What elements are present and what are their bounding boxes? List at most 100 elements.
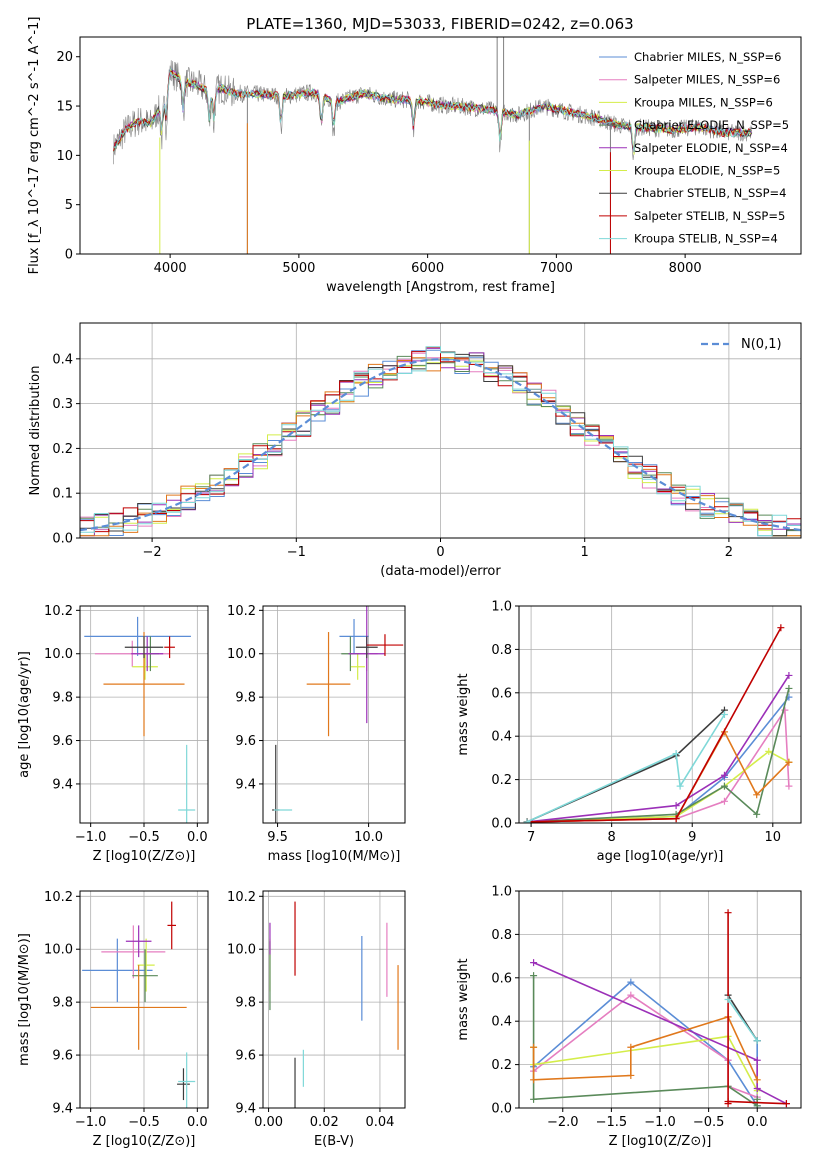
y-tick-label: 0.0 <box>491 1102 512 1117</box>
x-tick-label: 4000 <box>154 261 187 276</box>
y-tick-label: 10.0 <box>44 943 73 958</box>
x-tick-label: 10 <box>765 830 782 845</box>
legend-label: Kroupa ELODIE, N_SSP=5 <box>634 164 780 178</box>
normal-curve <box>80 358 801 532</box>
mass-weight-marker <box>720 711 728 718</box>
y-tick-label: 10 <box>56 149 73 164</box>
legend-label: Chabrier STELIB, N_SSP=4 <box>634 186 786 200</box>
mass-weight-marker <box>672 815 680 823</box>
legend-label: Kroupa STELIB, N_SSP=4 <box>634 232 778 246</box>
x-axis-label: (data-model)/error <box>380 564 501 579</box>
mass-vs-extinction-panel: 0.00 0.02 0.04 9.4 9.6 9.8 10.0 10.2 E(B-V) <box>227 890 406 1149</box>
mass-weight-marker <box>753 1037 761 1045</box>
axes-border <box>262 890 406 1109</box>
x-tick-label: −0.5 <box>693 1115 725 1130</box>
y-axis-label: Flux [f_λ 10^-17 erg cm^-2 s^-1 A^-1] <box>27 17 42 275</box>
y-tick-label: 20 <box>56 50 73 65</box>
mass-weight-marker <box>724 1097 732 1105</box>
axes-frame: −1.0 −0.5 0.0 9.4 9.6 9.8 10.0 10.2 Z [log10(Z/Z… <box>17 604 209 864</box>
mass-weight-marker <box>777 624 785 632</box>
x-tick-label: 0.02 <box>310 1115 339 1130</box>
mass-weight-marker <box>753 1056 761 1064</box>
y-axis-label: mass weight <box>456 958 471 1040</box>
mass-weight-marker <box>782 1100 790 1108</box>
histogram-step <box>80 351 801 537</box>
plot-area <box>113 37 753 254</box>
axes-frame: 7 8 9 10 0.0 0.2 0.4 0.6 0.8 1.0 age [log10(age/yr… <box>456 600 802 864</box>
y-axis-label: age [log10(age/yr)] <box>17 651 32 778</box>
mass-weight-marker <box>720 797 728 805</box>
x-tick-label: 7000 <box>540 261 573 276</box>
x-tick-label: 0.0 <box>187 830 208 845</box>
y-tick-label: 9.4 <box>235 777 256 792</box>
y-tick-label: 9.4 <box>52 777 73 792</box>
legend-label: Salpeter ELODIE, N_SSP=4 <box>634 141 788 155</box>
y-tick-label: 10.0 <box>44 647 73 662</box>
y-tick-label: 1.0 <box>491 600 512 615</box>
x-tick-label: 1 <box>581 545 589 560</box>
mass-weight-marker <box>530 1043 538 1051</box>
plot-area <box>80 346 801 537</box>
y-tick-label: 0 <box>65 248 73 263</box>
y-tick-label: 9.6 <box>52 734 73 749</box>
y-tick-label: 10.2 <box>44 890 73 905</box>
x-axis-label: wavelength [Angstrom, rest frame] <box>326 280 555 295</box>
y-tick-label: 0.6 <box>491 686 512 701</box>
y-axis-label: mass weight <box>456 673 471 755</box>
mass-weight-marker <box>785 782 793 790</box>
y-tick-label: 9.6 <box>235 734 256 749</box>
mass-weight-line <box>526 714 726 823</box>
legend-label: Chabrier ELODIE, N_SSP=5 <box>634 118 789 132</box>
x-axis-label: Z [log10(Z/Z⊙)] <box>609 1134 712 1149</box>
mass-weight-vs-metallicity-panel: −2.0 −1.5 −1.0 −0.5 0.0 0.0 0.2 0.4 0.6 0.8 1.0 Z [… <box>456 885 802 1149</box>
x-tick-label: 9 <box>688 830 696 845</box>
mass-weight-marker <box>672 802 680 810</box>
axes-frame: −1.0 −0.5 0.0 9.4 9.6 9.8 10.0 10.2 Z [log10(Z/Z… <box>17 890 209 1149</box>
x-axis-label: Z [log10(Z/Z⊙)] <box>93 1134 196 1149</box>
spectrum-panel: 4000 5000 6000 7000 8000 0 5 10 15 20 wavelength [… <box>27 17 802 295</box>
y-tick-label: 9.4 <box>52 1102 73 1117</box>
x-tick-label: 0.0 <box>187 1115 208 1130</box>
x-tick-label: 6000 <box>411 261 444 276</box>
x-axis-label: Z [log10(Z/Z⊙)] <box>93 849 196 864</box>
mass-weight-marker <box>785 684 793 692</box>
legend-label: Salpeter MILES, N_SSP=6 <box>634 73 780 87</box>
y-tick-label: 0.2 <box>491 773 512 788</box>
mass-weight-vs-age-panel: 7 8 9 10 0.0 0.2 0.4 0.6 0.8 1.0 age [log10(age/yr… <box>456 600 802 864</box>
model-spectrum-line <box>113 70 752 152</box>
mass-weight-marker <box>753 1076 761 1084</box>
y-tick-label: 0.4 <box>491 1015 512 1030</box>
y-tick-label: 5 <box>65 198 73 213</box>
y-tick-label: 9.8 <box>235 691 256 706</box>
mass-weight-marker <box>530 1076 538 1084</box>
model-spectrum-line <box>113 70 752 153</box>
axes-border <box>79 36 802 255</box>
mass-weight-marker <box>530 959 538 967</box>
y-tick-label: 0.2 <box>491 1058 512 1073</box>
mass-weight-line <box>532 1015 758 1081</box>
y-tick-label: 0.8 <box>491 643 512 658</box>
x-axis-label: age [log10(age/yr)] <box>597 849 724 864</box>
mass-weight-marker <box>627 1043 635 1051</box>
residuals-panel: −2 −1 0 1 2 0.0 0.1 0.2 0.3 0.4 (data-model)/error… <box>28 322 802 579</box>
x-tick-label: −1.0 <box>644 1115 676 1130</box>
x-tick-label: 0.0 <box>747 1115 768 1130</box>
mass-weight-line <box>527 688 790 823</box>
x-tick-label: −1.0 <box>75 1115 107 1130</box>
mass-weight-marker <box>627 991 635 999</box>
mass-weight-line <box>727 999 758 1042</box>
axes-border <box>262 605 406 824</box>
plot-area <box>82 901 196 1108</box>
mass-weight-marker <box>753 1102 761 1108</box>
mass-weight-marker <box>765 747 773 755</box>
y-tick-label: 9.6 <box>235 1049 256 1064</box>
y-axis-label: Normed distribution <box>28 366 43 496</box>
y-tick-label: 0.4 <box>52 352 73 367</box>
axes-frame: 4000 5000 6000 7000 8000 0 5 10 15 20 wavelength [… <box>27 17 802 295</box>
y-tick-label: 10.0 <box>227 943 256 958</box>
histogram-step <box>80 346 801 533</box>
mass-weight-marker <box>720 771 728 779</box>
axes-border <box>79 890 209 1109</box>
legend: Chabrier MILES, N_SSP=6 Salpeter MILES, N… <box>599 50 789 246</box>
